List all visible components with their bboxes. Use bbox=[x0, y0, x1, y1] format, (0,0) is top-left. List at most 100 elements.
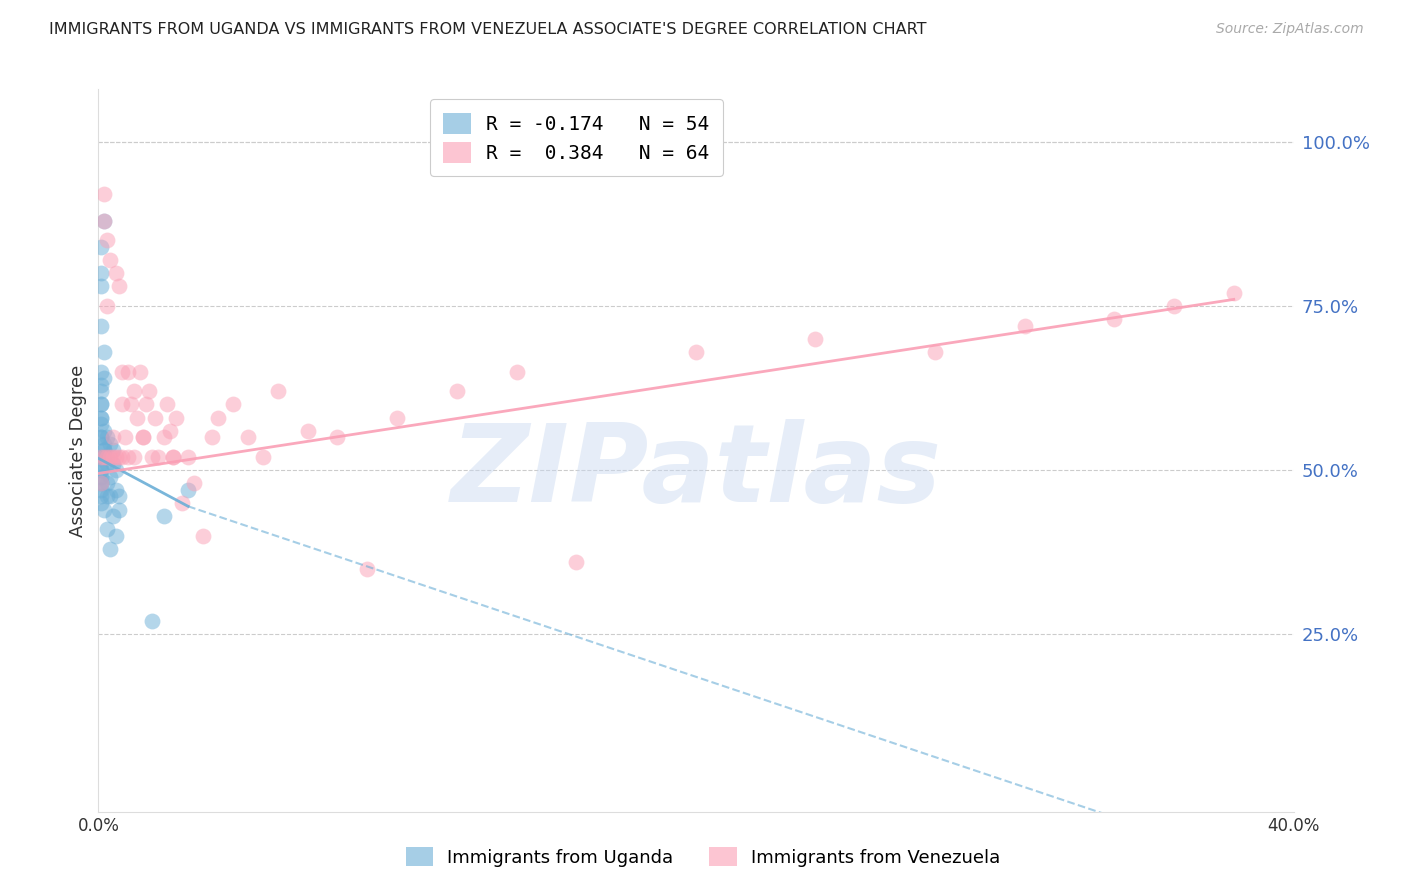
Point bbox=[108, 502, 131, 516]
Point bbox=[90, 240, 112, 254]
Point bbox=[924, 345, 946, 359]
Point bbox=[159, 424, 181, 438]
Point bbox=[103, 443, 125, 458]
Point bbox=[103, 430, 125, 444]
Point bbox=[93, 450, 115, 464]
Point bbox=[90, 450, 112, 464]
Point bbox=[98, 541, 122, 556]
Point bbox=[90, 365, 112, 379]
Point bbox=[96, 490, 118, 504]
Point bbox=[804, 332, 827, 346]
Point bbox=[153, 509, 176, 524]
Point bbox=[93, 213, 115, 227]
Point bbox=[132, 430, 155, 444]
Point bbox=[111, 450, 134, 464]
Point bbox=[93, 450, 115, 464]
Point bbox=[90, 410, 112, 425]
Point bbox=[127, 410, 149, 425]
Point bbox=[90, 476, 112, 491]
Point bbox=[297, 424, 319, 438]
Point bbox=[90, 476, 112, 491]
Point bbox=[90, 377, 112, 392]
Point bbox=[201, 430, 224, 444]
Point bbox=[93, 345, 115, 359]
Point bbox=[93, 450, 115, 464]
Point bbox=[1223, 285, 1246, 300]
Point bbox=[93, 187, 115, 202]
Point bbox=[141, 450, 163, 464]
Point bbox=[90, 279, 112, 293]
Point bbox=[108, 490, 131, 504]
Point bbox=[90, 496, 112, 510]
Point bbox=[132, 430, 155, 444]
Point bbox=[96, 233, 118, 247]
Point bbox=[93, 424, 115, 438]
Point bbox=[90, 384, 112, 399]
Y-axis label: Associate's Degree: Associate's Degree bbox=[69, 364, 87, 537]
Point bbox=[90, 430, 112, 444]
Point bbox=[565, 555, 588, 569]
Point bbox=[98, 437, 122, 451]
Point bbox=[685, 345, 707, 359]
Point bbox=[96, 522, 118, 536]
Point bbox=[1104, 312, 1126, 326]
Point bbox=[117, 450, 139, 464]
Point bbox=[90, 483, 112, 497]
Point bbox=[506, 365, 529, 379]
Point bbox=[385, 410, 409, 425]
Point bbox=[120, 397, 142, 411]
Point bbox=[117, 365, 139, 379]
Point bbox=[236, 430, 259, 444]
Point bbox=[93, 443, 115, 458]
Point bbox=[90, 463, 112, 477]
Point bbox=[207, 410, 229, 425]
Point bbox=[96, 430, 118, 444]
Point bbox=[156, 397, 179, 411]
Point bbox=[177, 483, 200, 497]
Point bbox=[105, 529, 128, 543]
Point bbox=[90, 266, 112, 280]
Point bbox=[141, 614, 163, 628]
Legend: Immigrants from Uganda, Immigrants from Venezuela: Immigrants from Uganda, Immigrants from … bbox=[398, 840, 1008, 874]
Point bbox=[111, 397, 134, 411]
Point bbox=[153, 430, 176, 444]
Point bbox=[356, 562, 378, 576]
Point bbox=[1014, 318, 1036, 333]
Point bbox=[111, 365, 134, 379]
Point bbox=[105, 266, 128, 280]
Point bbox=[138, 384, 160, 399]
Point bbox=[222, 397, 245, 411]
Point bbox=[96, 450, 118, 464]
Point bbox=[162, 450, 184, 464]
Point bbox=[105, 463, 128, 477]
Point bbox=[90, 410, 112, 425]
Point bbox=[105, 483, 128, 497]
Point bbox=[93, 443, 115, 458]
Point bbox=[96, 476, 118, 491]
Point bbox=[90, 469, 112, 483]
Point bbox=[90, 430, 112, 444]
Point bbox=[446, 384, 468, 399]
Point bbox=[93, 502, 115, 516]
Point bbox=[108, 450, 131, 464]
Point bbox=[129, 365, 152, 379]
Point bbox=[90, 490, 112, 504]
Point bbox=[90, 463, 112, 477]
Point bbox=[252, 450, 274, 464]
Point bbox=[172, 496, 194, 510]
Point bbox=[177, 450, 200, 464]
Point bbox=[148, 450, 170, 464]
Point bbox=[191, 529, 214, 543]
Point bbox=[90, 397, 112, 411]
Point bbox=[93, 213, 115, 227]
Point bbox=[162, 450, 184, 464]
Point bbox=[90, 476, 112, 491]
Point bbox=[326, 430, 349, 444]
Point bbox=[267, 384, 290, 399]
Point bbox=[96, 457, 118, 471]
Point bbox=[90, 397, 112, 411]
Point bbox=[124, 384, 146, 399]
Point bbox=[98, 469, 122, 483]
Point bbox=[165, 410, 187, 425]
Point bbox=[90, 450, 112, 464]
